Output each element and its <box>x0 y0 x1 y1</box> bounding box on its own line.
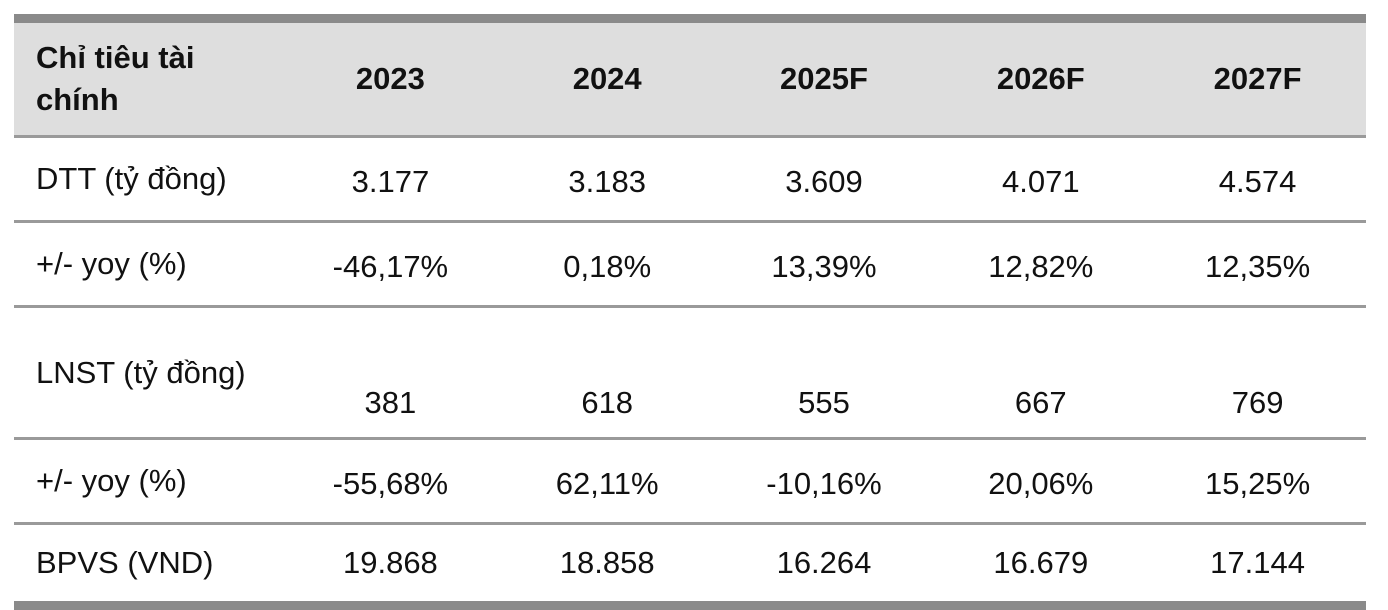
table-row-revenue: DTT (tỷ đồng) 3.177 3.183 3.609 4.071 4.… <box>14 136 1366 223</box>
table-header-row: Chỉ tiêu tài chính 2023 2024 2025F 2026F… <box>14 23 1366 138</box>
table-cell: 18.858 <box>559 545 655 580</box>
table-cell: -46,17% <box>282 221 499 308</box>
table-cell: -55,68% <box>282 438 499 525</box>
table-top-rule <box>14 14 1366 23</box>
row-label: BPVS (VND) <box>36 545 214 580</box>
table-cell: 16.264 <box>776 545 872 580</box>
header-label: Chỉ tiêu tài chính <box>14 23 282 138</box>
header-year-2023: 2023 <box>282 23 499 138</box>
table-row-bvps: BPVS (VND) 19.868 18.858 16.264 16.679 1… <box>14 524 1366 602</box>
row-label: DTT (tỷ đồng) <box>14 136 282 223</box>
table-cell: 769 <box>1149 306 1366 440</box>
header-year-2025f: 2025F <box>715 23 933 138</box>
table-row-net-profit: LNST (tỷ đồng) 381 618 555 667 769 <box>14 306 1366 440</box>
table-cell: 667 <box>932 306 1150 440</box>
row-label: +/- yoy (%) <box>14 438 282 525</box>
row-label: +/- yoy (%) <box>14 221 282 308</box>
row-label: LNST (tỷ đồng) <box>14 306 282 440</box>
table-cell: 15,25% <box>1149 438 1366 525</box>
table-cell: 13,39% <box>715 221 933 308</box>
table-cell: 3.609 <box>715 136 933 223</box>
table-cell: 4.071 <box>932 136 1150 223</box>
header-year-2027f: 2027F <box>1149 23 1366 138</box>
header-year-2024: 2024 <box>498 23 716 138</box>
table-cell: 3.177 <box>282 136 499 223</box>
table-cell: 0,18% <box>498 221 716 308</box>
table-bottom-rule <box>14 601 1366 610</box>
table-cell: 62,11% <box>498 438 716 525</box>
table-row-net-profit-yoy: +/- yoy (%) -55,68% 62,11% -10,16% 20,06… <box>14 438 1366 525</box>
table-cell: 555 <box>715 306 933 440</box>
table-cell: -10,16% <box>715 438 933 525</box>
table-cell: 4.574 <box>1149 136 1366 223</box>
table-cell: 16.679 <box>993 545 1089 580</box>
table-cell: 12,35% <box>1149 221 1366 308</box>
header-year-2026f: 2026F <box>932 23 1150 138</box>
table-cell: 20,06% <box>932 438 1150 525</box>
table-cell: 381 <box>282 306 499 440</box>
table-cell: 3.183 <box>498 136 716 223</box>
table-cell: 12,82% <box>932 221 1150 308</box>
table-cell: 618 <box>498 306 716 440</box>
table-cell: 19.868 <box>342 545 438 580</box>
financial-table-container: Chỉ tiêu tài chính 2023 2024 2025F 2026F… <box>14 14 1366 610</box>
financial-indicators-table: Chỉ tiêu tài chính 2023 2024 2025F 2026F… <box>14 23 1366 601</box>
table-cell: 17.144 <box>1210 545 1305 580</box>
table-row-revenue-yoy: +/- yoy (%) -46,17% 0,18% 13,39% 12,82% … <box>14 221 1366 308</box>
